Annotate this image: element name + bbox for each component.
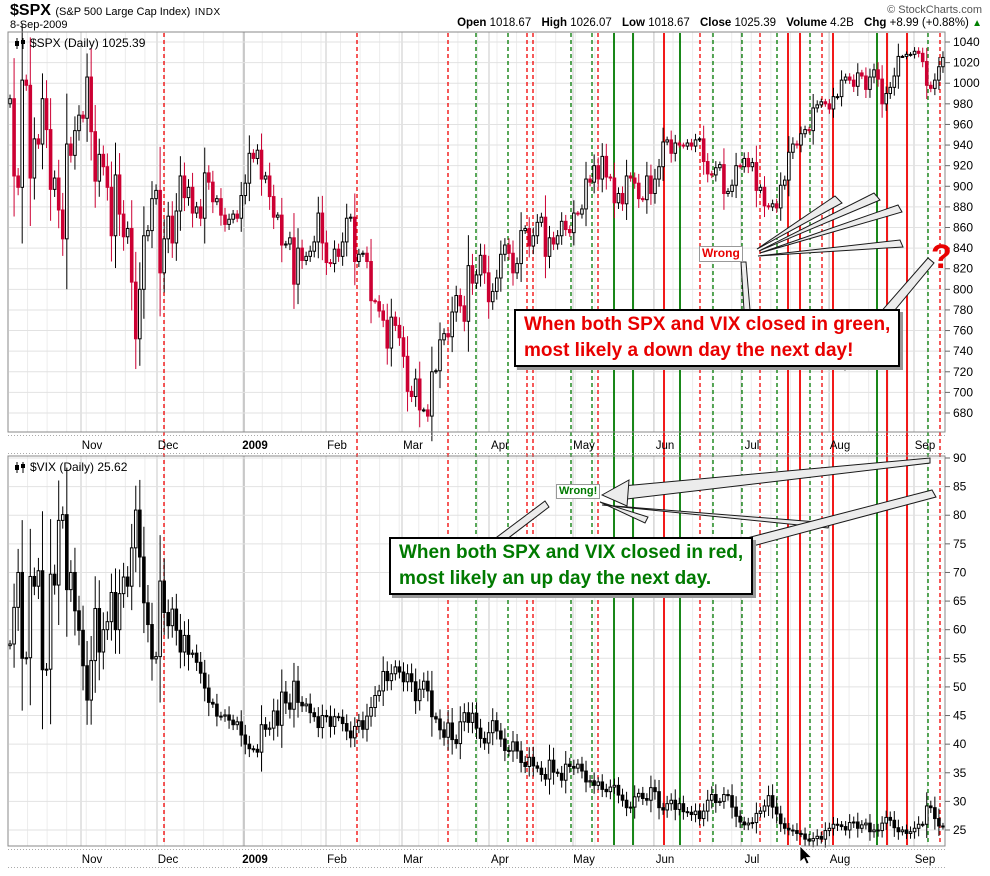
open-label: Open [457, 17, 487, 29]
high-value: 1026.07 [570, 17, 612, 29]
month-label: Sep [915, 440, 935, 452]
month-label: Jun [656, 440, 675, 452]
high-label: High [541, 17, 567, 29]
y-tick-label: 25 [953, 823, 967, 837]
chg-label: Chg [864, 17, 887, 29]
vix-note-line2: most likely an up day the next day. [399, 568, 712, 589]
symbol-name: (S&P 500 Large Cap Index) [55, 6, 191, 18]
y-tick-label: 720 [953, 365, 973, 379]
candlestick-tool-icon [15, 462, 25, 473]
chg-value: +8.99 (+0.88%) [889, 17, 969, 29]
y-tick-label: 65 [953, 594, 967, 608]
spx-axes: 680 700 720 740 760 780 800 820 840 860 880 900 920 9… [7, 31, 980, 454]
month-label: Sep [915, 854, 935, 866]
month-label: Feb [327, 440, 347, 452]
low-label: Low [621, 17, 645, 29]
close-value: 1025.39 [734, 17, 777, 29]
exchange: INDX [194, 7, 221, 18]
y-tick-label: 80 [953, 508, 967, 522]
spx-note-line1: When both SPX and VIX closed in green, [524, 314, 891, 335]
copyright: © StockCharts.com [887, 4, 982, 16]
y-tick-label: 45 [953, 709, 967, 723]
vix-series-label: $VIX (Daily) 25.62 [14, 460, 127, 474]
quote-date: 8-Sep-2009 [10, 19, 68, 31]
low-value: 1018.67 [648, 17, 690, 29]
y-tick-label: 860 [953, 221, 973, 235]
y-tick-label: 920 [953, 159, 973, 173]
spx-series-label-text: $SPX (Daily) 1025.39 [30, 36, 146, 50]
vix-series-label-text: $VIX (Daily) 25.62 [30, 460, 128, 474]
y-tick-label: 40 [953, 737, 967, 751]
close-label: Close [699, 17, 732, 29]
volume-label: Volume [786, 17, 827, 29]
quote-bar: Open 1018.67 High 1026.07 Low 1018.67 Cl… [450, 17, 982, 29]
y-tick-label: 70 [953, 565, 967, 579]
month-label: Jun [656, 854, 675, 866]
y-tick-label: 60 [953, 623, 967, 637]
y-tick-label: 780 [953, 303, 973, 317]
y-tick-label: 980 [953, 97, 973, 111]
month-label: Aug [830, 440, 850, 452]
open-value: 1018.67 [489, 17, 532, 29]
month-label: Mar [403, 854, 423, 866]
chart-header: $SPX (S&P 500 Large Cap Index) INDX [10, 2, 221, 20]
y-tick-label: 880 [953, 200, 973, 214]
month-label: Aug [830, 854, 850, 866]
month-label: Jul [745, 854, 760, 866]
y-tick-label: 30 [953, 794, 967, 808]
month-label: Apr [491, 440, 509, 452]
spx-candles [8, 23, 945, 442]
y-tick-label: 900 [953, 179, 973, 193]
question-mark: ? [931, 238, 952, 276]
volume-value: 4.2B [830, 17, 854, 29]
y-tick-label: 800 [953, 282, 973, 296]
spx-wrong-label: Wrong [699, 246, 743, 262]
symbol: $SPX [10, 2, 51, 19]
y-tick-label: 85 [953, 480, 967, 494]
month-label: Dec [158, 854, 179, 866]
month-label: Nov [82, 854, 103, 866]
y-tick-label: 50 [953, 680, 967, 694]
y-tick-label: 740 [953, 344, 973, 358]
month-label: Feb [327, 854, 347, 866]
spx-series-label: $SPX (Daily) 1025.39 [14, 36, 145, 50]
spx-note-line2: most likely a down day the next day! [524, 340, 854, 361]
y-tick-label: 1040 [953, 35, 980, 49]
month-label: Nov [82, 440, 103, 452]
y-tick-label: 55 [953, 651, 967, 665]
y-tick-label: 35 [953, 766, 967, 780]
y-tick-label: 90 [953, 451, 967, 465]
y-tick-label: 700 [953, 385, 973, 399]
y-tick-label: 940 [953, 138, 973, 152]
month-label: May [573, 854, 595, 866]
vix-wrong-label: Wrong! [556, 484, 601, 499]
y-tick-label: 840 [953, 241, 973, 255]
month-label: Mar [403, 440, 423, 452]
up-triangle-icon: ▲ [972, 18, 982, 29]
y-tick-label: 760 [953, 324, 973, 338]
month-label: Apr [491, 854, 509, 866]
spx-note-box: When both SPX and VIX closed in green, m… [514, 309, 901, 367]
event-lines [163, 33, 941, 845]
vix-axes: 25 30 35 40 45 50 55 60 65 70 75 80 85 90 Nov Dec 2009 Fe… [7, 451, 967, 868]
month-label: 2009 [242, 440, 268, 452]
vix-note-line1: When both SPX and VIX closed in red, [399, 542, 744, 563]
month-label: Jul [745, 440, 760, 452]
mouse-cursor-icon [799, 845, 813, 865]
y-tick-label: 960 [953, 117, 973, 131]
month-label: May [573, 440, 595, 452]
vix-note-box: When both SPX and VIX closed in red, mos… [389, 537, 754, 595]
month-label: 2009 [242, 854, 268, 866]
y-tick-label: 1020 [953, 56, 980, 70]
vix-candles [8, 467, 945, 848]
y-tick-label: 1000 [953, 76, 980, 90]
y-tick-label: 680 [953, 406, 973, 420]
y-tick-label: 75 [953, 537, 967, 551]
month-label: Dec [158, 440, 179, 452]
candlestick-tool-icon [15, 38, 25, 49]
y-tick-label: 820 [953, 262, 973, 276]
